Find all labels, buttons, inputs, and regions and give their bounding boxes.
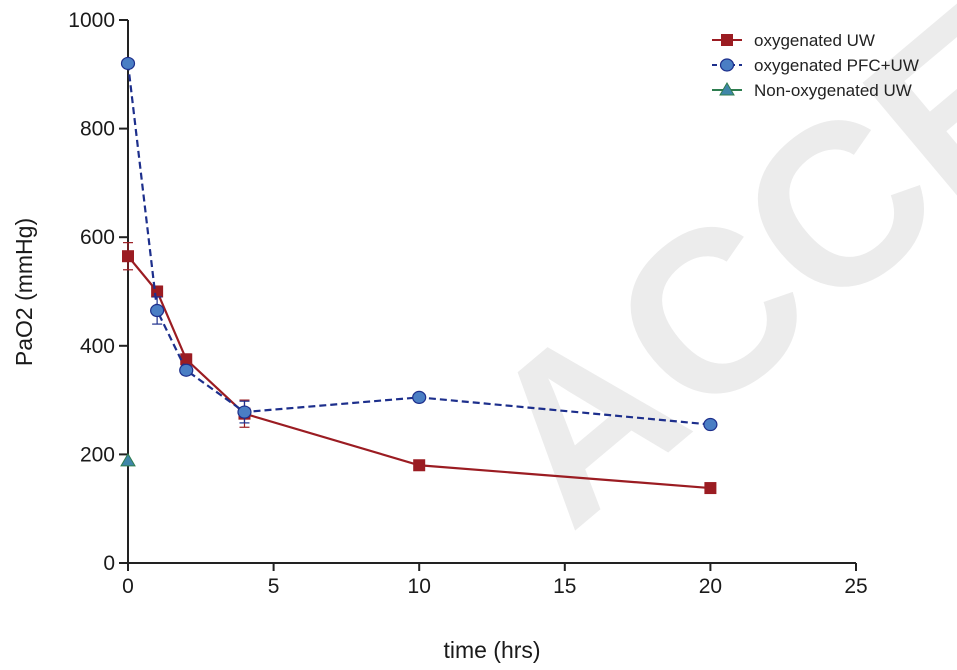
data-point (704, 482, 717, 495)
y-tick-label: 400 (80, 335, 115, 358)
legend: oxygenated UW oxygenated PFC+UW Non-oxygen… (712, 31, 919, 100)
legend-label: oxygenated UW (754, 31, 875, 50)
plot-area (120, 56, 718, 495)
data-point (237, 405, 252, 419)
x-tick-label: 25 (844, 575, 867, 598)
legend-marker (719, 58, 735, 72)
y-tick-label: 600 (80, 226, 115, 249)
legend-marker (721, 34, 733, 46)
data-point (151, 285, 164, 298)
x-tick-label: 5 (268, 575, 280, 598)
data-point (413, 459, 426, 472)
y-tick-label: 800 (80, 118, 115, 141)
legend-entry: Non-oxygenated UW (712, 81, 912, 100)
y-tick-label: 0 (103, 552, 115, 575)
x-axis-title: time (hrs) (443, 637, 540, 663)
data-point (120, 56, 136, 71)
series-1 (120, 56, 718, 432)
x-tick-label: 15 (553, 575, 576, 598)
series-2 (120, 452, 136, 467)
data-point (412, 390, 427, 404)
series-0 (122, 242, 717, 495)
data-point (150, 303, 165, 318)
legend-entry: oxygenated UW (712, 31, 875, 50)
legend-label: oxygenated PFC+UW (754, 56, 919, 75)
data-point (122, 250, 134, 263)
series-line (126, 63, 711, 426)
data-point (179, 363, 194, 377)
legend-label: Non-oxygenated UW (754, 81, 912, 100)
legend-entry: oxygenated PFC+UW (712, 56, 919, 75)
legend-marker (719, 82, 735, 96)
x-tick-label: 20 (699, 575, 722, 598)
y-tick-label: 1000 (68, 9, 115, 32)
axes: 0 200 400 600 800 1000 0 5 10 15 20 25 (68, 9, 867, 598)
x-tick-label: 0 (122, 575, 134, 598)
data-point (120, 452, 136, 467)
data-point (703, 417, 718, 432)
data-point (180, 353, 193, 366)
x-tick-label: 10 (408, 575, 431, 598)
y-axis-title: PaO2 (mmHg) (11, 218, 37, 366)
y-tick-label: 200 (80, 443, 115, 466)
